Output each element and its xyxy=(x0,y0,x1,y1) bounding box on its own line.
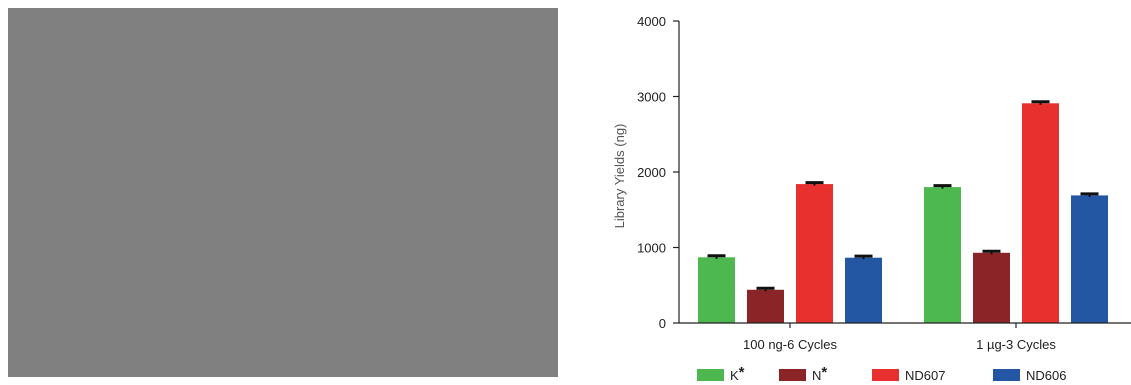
axes-layer xyxy=(678,21,1131,324)
bar-nd607-1 xyxy=(796,184,833,323)
y-tick-label-2000: 2000 xyxy=(637,165,666,180)
error-bars-layer xyxy=(707,100,1099,292)
bar-n-1 xyxy=(747,289,784,323)
y-ticks-layer: 0 1000 2000 3000 4000 xyxy=(637,14,679,331)
y-tick-label-0: 0 xyxy=(659,316,666,331)
legend: K* N* ND607 ND606 xyxy=(697,364,1066,383)
bar-k-1 xyxy=(698,257,735,323)
legend-swatch-nd606 xyxy=(993,369,1020,381)
legend-swatch-k xyxy=(697,369,724,381)
bar-nd606-1 xyxy=(845,257,882,323)
y-axis-title: Library Yields (ng) xyxy=(612,124,627,229)
y-tick-label-3000: 3000 xyxy=(637,90,666,105)
legend-label-nd607: ND607 xyxy=(905,368,945,383)
legend-swatch-n xyxy=(779,369,806,381)
bar-k-2 xyxy=(924,187,961,323)
legend-label-k: K* xyxy=(730,364,745,383)
legend-label-n: N* xyxy=(812,364,827,383)
bars-layer xyxy=(698,103,1108,323)
x-tick-label-1: 100 ng-6 Cycles xyxy=(743,337,837,352)
x-ticks-layer: 100 ng-6 Cycles 1 µg-3 Cycles xyxy=(743,323,1056,352)
bar-n-2 xyxy=(973,252,1010,323)
legend-label-nd606: ND606 xyxy=(1026,368,1066,383)
bar-nd607-2 xyxy=(1022,103,1059,323)
legend-swatch-nd607 xyxy=(872,369,899,381)
placeholder-panel xyxy=(8,8,558,377)
y-tick-label-4000: 4000 xyxy=(637,14,666,29)
x-tick-label-2: 1 µg-3 Cycles xyxy=(976,337,1056,352)
bar-nd606-2 xyxy=(1071,195,1108,323)
y-tick-label-1000: 1000 xyxy=(637,241,666,256)
